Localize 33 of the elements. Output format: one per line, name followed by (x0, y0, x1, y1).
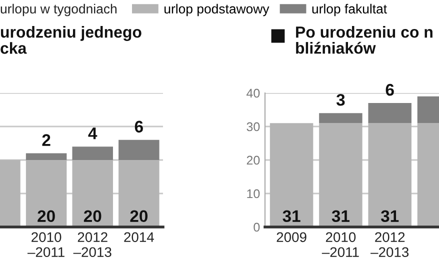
x-tick-label: 2010 –2011 (322, 232, 359, 258)
bar (72, 146, 113, 160)
bar (26, 160, 67, 227)
chart-title: Po urodzeniu co n bliźniaków (296, 26, 432, 54)
data-label: 31 (332, 210, 350, 222)
data-label: 31 (282, 210, 300, 222)
y-tick-label: 30 (246, 122, 260, 132)
x-tick-label: 2009 (276, 232, 306, 242)
bar (72, 160, 113, 227)
y-tick-label: 0 (254, 222, 260, 232)
x-tick-label: 2010 –2011 (28, 232, 64, 258)
data-label: 4 (88, 128, 98, 140)
y-tick-label: 20 (246, 156, 260, 165)
bar (26, 153, 67, 160)
data-label: 31 (380, 210, 399, 222)
legend-label: urlop fakultat (312, 4, 387, 16)
x-tick-label: 2012 –2013 (73, 232, 112, 258)
data-label: 3 (336, 94, 345, 106)
legend-label: urlop podstawowy (164, 4, 270, 16)
x-tick-label: 2014 (124, 232, 154, 242)
y-tick-label: 40 (246, 88, 260, 98)
data-label: 20 (84, 210, 102, 222)
data-label: 6 (386, 84, 394, 96)
data-label: 2 (42, 134, 50, 146)
data-label: 20 (130, 210, 148, 222)
legend-title: urlopu w tygodniach (0, 4, 116, 16)
x-tick-label: 2012 –2013 (370, 232, 409, 258)
bar (118, 140, 160, 160)
data-label: 20 (38, 210, 55, 222)
data-label: 6 (134, 120, 143, 133)
chart-title: urodzeniu jednego cka (0, 26, 142, 54)
bar (118, 160, 160, 227)
y-tick-label: 10 (247, 189, 260, 198)
